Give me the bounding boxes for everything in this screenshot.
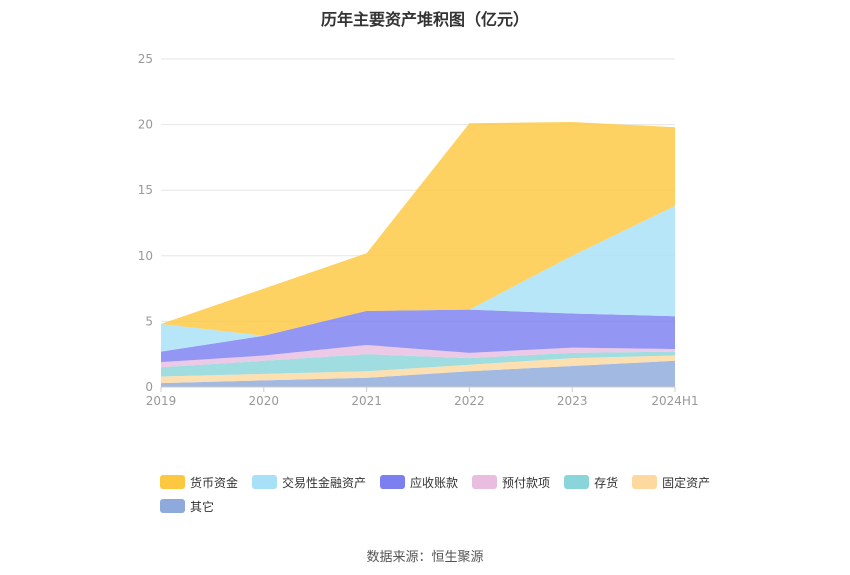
x-tick-label: 2023	[557, 394, 588, 408]
area-存货[interactable]	[161, 351, 675, 377]
legend-swatch	[380, 475, 406, 489]
legend-item[interactable]: 预付款项	[472, 474, 550, 490]
x-tick-label: 2022	[454, 394, 485, 408]
legend-swatch	[632, 475, 658, 489]
area-series	[161, 122, 675, 387]
legend-label: 其它	[190, 499, 215, 514]
legend-item[interactable]: 固定资产	[632, 474, 710, 490]
chart-title: 历年主要资产堆积图（亿元）	[320, 10, 529, 29]
area-其它[interactable]	[161, 360, 675, 387]
y-tick-label: 0	[145, 380, 153, 394]
area-应收账款[interactable]	[161, 309, 675, 363]
legend-swatch	[252, 475, 278, 489]
x-tick-label: 2019	[146, 394, 177, 408]
legend-label: 存货	[594, 475, 619, 490]
legend-swatch	[472, 475, 498, 489]
legend-label: 固定资产	[662, 475, 711, 490]
area-交易性金融资产[interactable]	[161, 205, 675, 352]
area-货币资金[interactable]	[161, 122, 675, 336]
legend-item[interactable]: 货币资金	[160, 474, 238, 490]
legend-item[interactable]: 交易性金融资产	[252, 474, 366, 490]
y-tick-label: 5	[145, 314, 153, 328]
y-tick-label: 15	[138, 183, 153, 197]
legend-label: 货币资金	[190, 475, 239, 490]
y-tick-label: 25	[138, 52, 153, 66]
legend-swatch	[160, 475, 185, 489]
legend-item[interactable]: 存货	[564, 474, 618, 490]
legend-label: 交易性金融资产	[282, 475, 367, 490]
x-tick-label: 2024H1	[651, 394, 698, 408]
axes: 0 5 10 15 20 25 2019 2020 2021 2022 2023 2024H1	[138, 52, 699, 408]
legend-label: 应收账款	[410, 475, 459, 490]
data-source: 数据来源：恒生聚源	[366, 550, 484, 565]
legend-item[interactable]: 其它	[160, 498, 214, 514]
legend-item[interactable]: 应收账款	[380, 474, 458, 490]
legend-swatch	[160, 499, 185, 513]
x-tick-label: 2021	[351, 394, 382, 408]
legend-label: 预付款项	[502, 475, 551, 490]
area-固定资产[interactable]	[161, 355, 675, 384]
legend: 货币资金 交易性金融资产 应收账款 预付款项 存货 固定资产其它	[160, 474, 720, 514]
area-预付款项[interactable]	[161, 345, 675, 368]
y-tick-label: 10	[138, 249, 153, 263]
legend-swatch	[564, 475, 590, 489]
x-tick-label: 2020	[249, 394, 280, 408]
y-tick-label: 20	[138, 118, 153, 132]
